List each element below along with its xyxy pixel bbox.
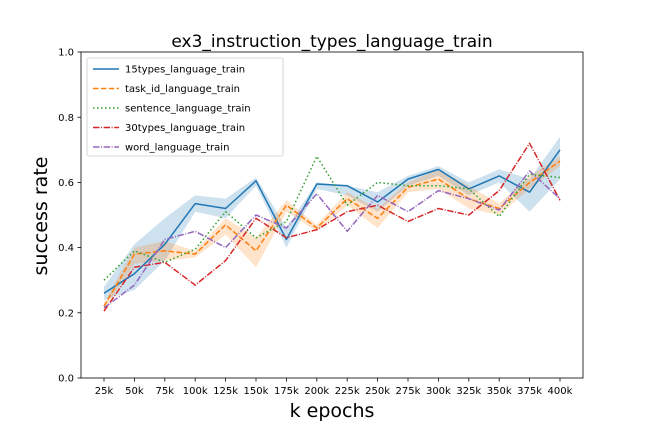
chart-title: ex3_instruction_types_language_train: [171, 32, 492, 52]
y-tick-label: 0.0: [58, 374, 74, 385]
x-tick-label: 25k: [95, 386, 114, 397]
confidence-band-15types_language_train: [104, 136, 560, 300]
x-tick-label: 275k: [396, 386, 421, 397]
legend: 15types_language_train task_id_language_t…: [86, 57, 284, 157]
x-tick-label: 400k: [548, 386, 573, 397]
series-line-15types_language_train: [103, 149, 561, 294]
x-tick-label: 75k: [156, 386, 175, 397]
x-tick-label: 300k: [426, 386, 451, 397]
x-tick-label: 325k: [456, 386, 481, 397]
x-tick-label: 125k: [213, 386, 238, 397]
x-tick-label: 175k: [274, 386, 299, 397]
y-axis-label: success rate: [30, 157, 52, 276]
y-tick-label: 0.6: [58, 178, 74, 189]
x-tick-label: 225k: [335, 386, 360, 397]
x-tick-label: 150k: [244, 386, 269, 397]
legend-label: sentence_language_train: [125, 104, 251, 115]
x-tick-label: 200k: [304, 386, 329, 397]
confidence-bands: [104, 136, 560, 310]
legend-label: word_language_train: [125, 143, 229, 154]
plot-frame: [80, 51, 584, 379]
x-axis-ticks: 25k 50k 75k 100k 125k 150k 175k 200k 225k 250k 275…: [95, 378, 573, 397]
x-tick-label: 100k: [183, 386, 208, 397]
x-tick-label: 250k: [365, 386, 390, 397]
series-line-word_language_train: [103, 170, 561, 309]
legend-label: 30types_language_train: [125, 123, 245, 134]
x-tick-label: 350k: [487, 386, 512, 397]
y-tick-label: 0.2: [58, 308, 74, 319]
x-axis-label: k epochs: [290, 400, 375, 422]
legend-label: task_id_language_train: [125, 84, 240, 95]
y-tick-label: 0.8: [58, 113, 74, 124]
y-axis-ticks: 0.0 0.2 0.4 0.6 0.8 1.0: [58, 48, 81, 385]
y-tick-label: 1.0: [58, 48, 74, 59]
series-lines: [103, 142, 561, 312]
x-tick-label: 375k: [517, 386, 542, 397]
legend-label: 15types_language_train: [125, 65, 245, 76]
y-tick-label: 0.4: [58, 243, 74, 254]
series-line-30types_language_train: [103, 142, 561, 312]
legend-box: [86, 57, 284, 157]
x-tick-label: 50k: [125, 386, 144, 397]
